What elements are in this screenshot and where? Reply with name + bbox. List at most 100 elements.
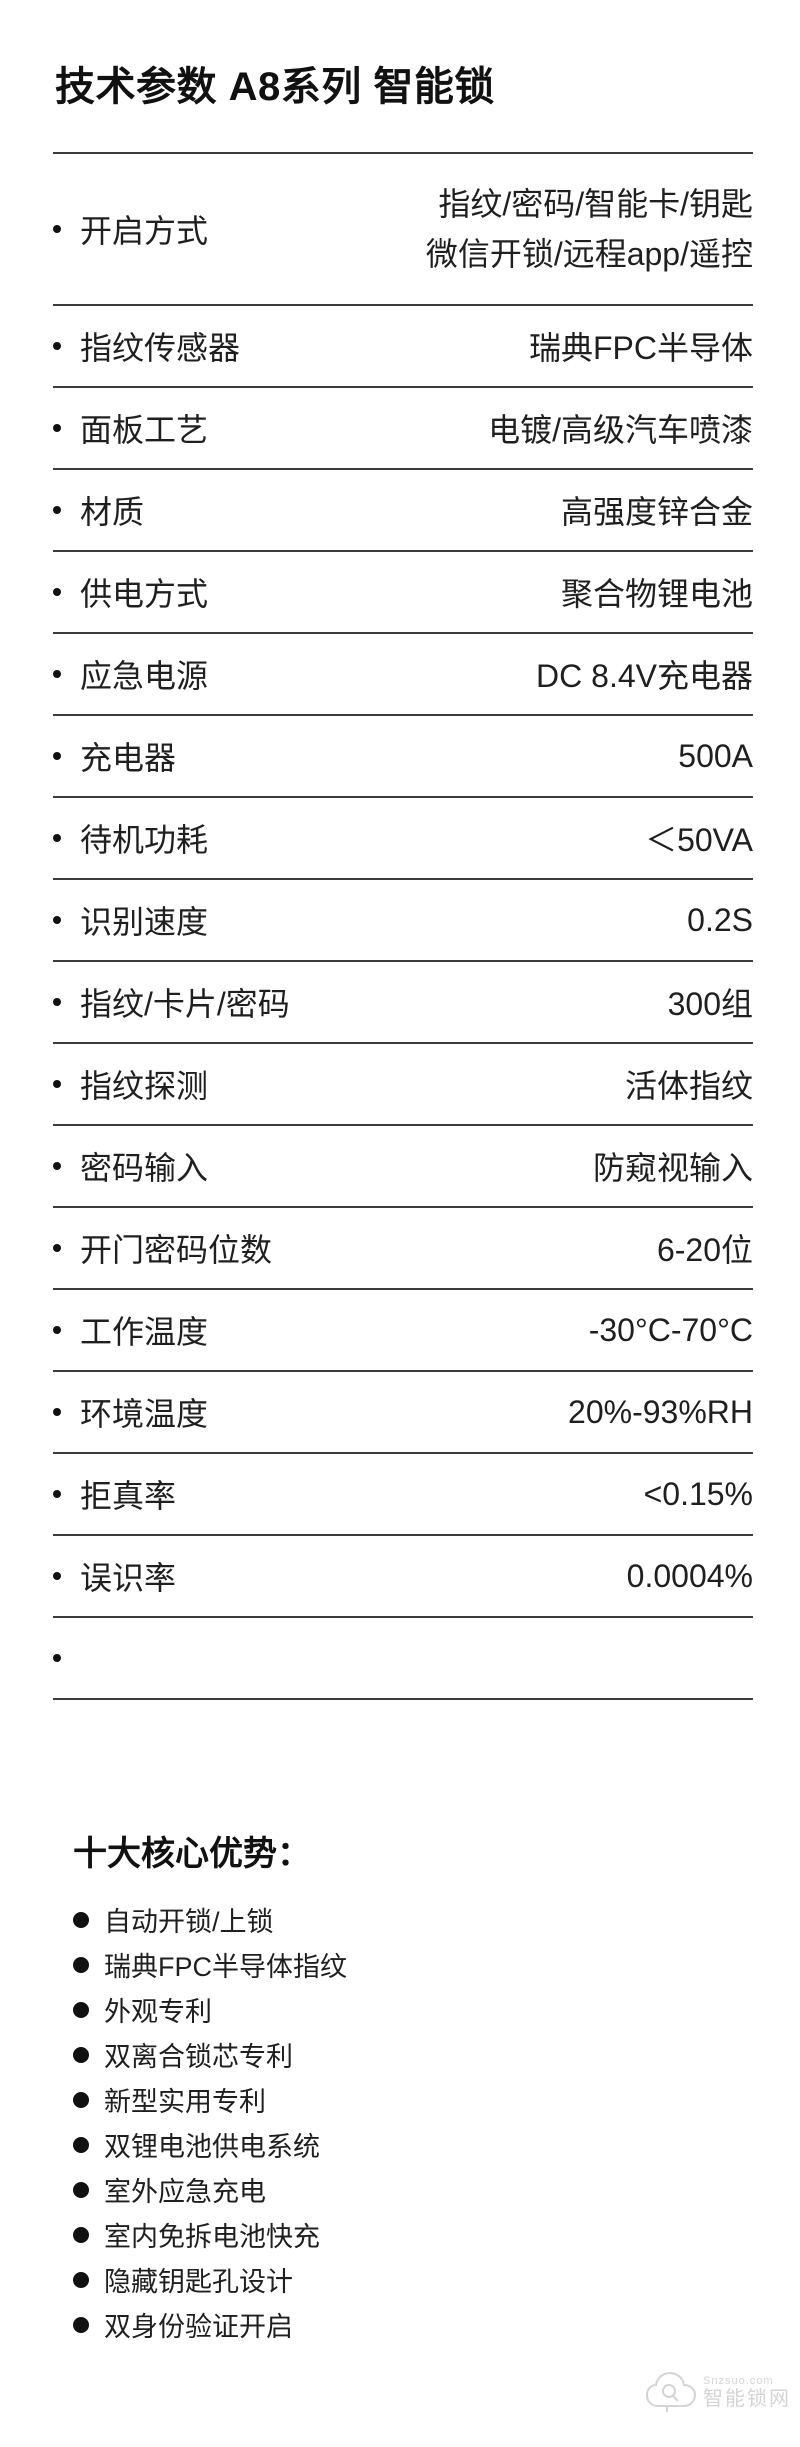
spec-row-panel-craft: 面板工艺 电镀/高级汽车喷漆 — [53, 386, 753, 468]
advantage-item: 隐藏钥匙孔设计 — [73, 2257, 800, 2302]
spec-value: ＜50VA — [645, 822, 753, 858]
spec-label: 开门密码位数 — [80, 1232, 273, 1268]
bullet-dot-icon — [53, 1162, 61, 1170]
bullet-dot-icon — [53, 1244, 61, 1252]
advantages-list: 自动开锁/上锁 瑞典FPC半导体指纹 外观专利 双离合锁芯专利 新型实用专利 双… — [73, 1897, 800, 2347]
spec-value: 防窥视输入 — [592, 1150, 753, 1186]
watermark: Snzsuo.com 智能锁网 — [645, 2370, 791, 2414]
advantage-item: 自动开锁/上锁 — [73, 1897, 800, 1942]
bullet-dot-icon — [53, 1408, 61, 1416]
bullet-dot-icon — [53, 834, 61, 842]
spec-label: 误识率 — [80, 1560, 177, 1596]
spec-value: DC 8.4V充电器 — [536, 658, 753, 694]
filled-bullet-icon — [73, 2271, 89, 2288]
spec-label: 密码输入 — [80, 1150, 209, 1186]
advantages-title: 十大核心优势： — [73, 1835, 311, 1873]
watermark-cloud-icon — [645, 2371, 697, 2412]
spec-row-password-digits: 开门密码位数 6-20位 — [53, 1206, 753, 1288]
filled-bullet-icon — [73, 1956, 89, 1973]
spec-value: 瑞典FPC半导体 — [528, 330, 753, 366]
bullet-dot-icon — [53, 225, 61, 233]
spec-label: 面板工艺 — [80, 412, 209, 448]
spec-row-charger: 充电器 500A — [53, 714, 753, 796]
filled-bullet-icon — [73, 2226, 89, 2243]
spec-row-far: 误识率 0.0004% — [53, 1534, 753, 1616]
spec-label: 指纹传感器 — [80, 330, 241, 366]
spec-value: 指纹/密码/智能卡/钥匙 微信开锁/远程app/遥控 — [426, 179, 753, 279]
spec-row-password-input: 密码输入 防窥视输入 — [53, 1124, 753, 1206]
advantage-item: 双离合锁芯专利 — [73, 2032, 800, 2077]
advantage-label: 双身份验证开启 — [104, 2312, 293, 2342]
spec-value: 聚合物锂电池 — [560, 576, 753, 612]
spec-row-material: 材质 高强度锌合金 — [53, 468, 753, 550]
bullet-dot-icon — [53, 916, 61, 924]
advantage-item: 双锂电池供电系统 — [73, 2122, 800, 2167]
advantage-label: 瑞典FPC半导体指纹 — [104, 1952, 347, 1982]
spec-label: 指纹探测 — [80, 1068, 209, 1104]
spec-row-frr: 拒真率 <0.15% — [53, 1452, 753, 1534]
spec-row-recognition-speed: 识别速度 0.2S — [53, 878, 753, 960]
bullet-dot-icon — [53, 588, 61, 596]
advantage-label: 双离合锁芯专利 — [104, 2042, 293, 2072]
advantage-label: 双锂电池供电系统 — [104, 2132, 320, 2162]
advantage-label: 自动开锁/上锁 — [104, 1907, 274, 1937]
bullet-dot-icon — [53, 1080, 61, 1088]
bullet-dot-icon — [53, 670, 61, 678]
spec-label: 材质 — [80, 494, 145, 530]
spec-value: 300组 — [667, 986, 753, 1022]
advantage-label: 室内免拆电池快充 — [104, 2222, 320, 2252]
spec-row-working-temp: 工作温度 -30°C-70°C — [53, 1288, 753, 1370]
spec-label: 拒真率 — [80, 1478, 177, 1514]
spec-row-empty — [53, 1616, 753, 1698]
advantage-label: 隐藏钥匙孔设计 — [104, 2267, 293, 2297]
spec-label: 待机功耗 — [80, 822, 209, 858]
advantage-label: 室外应急充电 — [104, 2177, 266, 2207]
filled-bullet-icon — [73, 2136, 89, 2153]
filled-bullet-icon — [73, 1911, 89, 1928]
spec-row-emergency-power: 应急电源 DC 8.4V充电器 — [53, 632, 753, 714]
spec-label: 环境温度 — [80, 1396, 209, 1432]
spec-label: 工作温度 — [80, 1314, 209, 1350]
watermark-site: Snzsuo.com — [703, 2374, 774, 2387]
spec-row-capacity: 指纹/卡片/密码 300组 — [53, 960, 753, 1042]
bullet-dot-icon — [53, 1654, 61, 1662]
bullet-dot-icon — [53, 1490, 61, 1498]
spec-row-fingerprint-sensor: 指纹传感器 瑞典FPC半导体 — [53, 304, 753, 386]
advantage-item: 室内免拆电池快充 — [73, 2212, 800, 2257]
advantage-item: 新型实用专利 — [73, 2077, 800, 2122]
bullet-dot-icon — [53, 998, 61, 1006]
spec-row-fingerprint-detect: 指纹探测 活体指纹 — [53, 1042, 753, 1124]
spec-value: 0.0004% — [626, 1557, 753, 1594]
spec-value: 500A — [678, 737, 753, 774]
filled-bullet-icon — [73, 2316, 89, 2333]
bullet-dot-icon — [53, 506, 61, 514]
advantages-section: 十大核心优势： 自动开锁/上锁 瑞典FPC半导体指纹 外观专利 双离合锁芯专利 … — [73, 1826, 800, 2347]
spec-table: 开启方式 指纹/密码/智能卡/钥匙 微信开锁/远程app/遥控 指纹传感器 瑞典… — [53, 152, 753, 1700]
spec-label: 开启方式 — [80, 213, 209, 249]
spec-label: 供电方式 — [80, 576, 209, 612]
spec-value: 活体指纹 — [624, 1068, 753, 1104]
bullet-dot-icon — [53, 752, 61, 760]
spec-label: 应急电源 — [80, 658, 209, 694]
spec-row-humidity: 环境温度 20%-93%RH — [53, 1370, 753, 1452]
bullet-dot-icon — [53, 1572, 61, 1580]
spec-value-line: 微信开锁/远程app/遥控 — [425, 236, 753, 272]
filled-bullet-icon — [73, 2046, 89, 2063]
spec-row-power-supply: 供电方式 聚合物锂电池 — [53, 550, 753, 632]
spec-label: 充电器 — [80, 740, 177, 776]
spec-value: 6-20位 — [656, 1232, 753, 1268]
spec-label: 指纹/卡片/密码 — [80, 986, 290, 1022]
watermark-name: 智能锁网 — [703, 2387, 791, 2410]
filled-bullet-icon — [73, 2181, 89, 2198]
advantage-item: 瑞典FPC半导体指纹 — [73, 1942, 800, 1987]
filled-bullet-icon — [73, 2091, 89, 2108]
filled-bullet-icon — [73, 2001, 89, 2018]
spec-label: 识别速度 — [80, 904, 209, 940]
bullet-dot-icon — [53, 342, 61, 350]
spec-value: 高强度锌合金 — [560, 494, 753, 530]
spec-value-line: 指纹/密码/智能卡/钥匙 — [438, 186, 753, 222]
spec-value: <0.15% — [643, 1475, 753, 1512]
page-title: 技术参数 A8系列 智能锁 — [55, 65, 495, 109]
advantage-item: 双身份验证开启 — [73, 2302, 800, 2347]
spec-row-open-method: 开启方式 指纹/密码/智能卡/钥匙 微信开锁/远程app/遥控 — [53, 152, 753, 304]
